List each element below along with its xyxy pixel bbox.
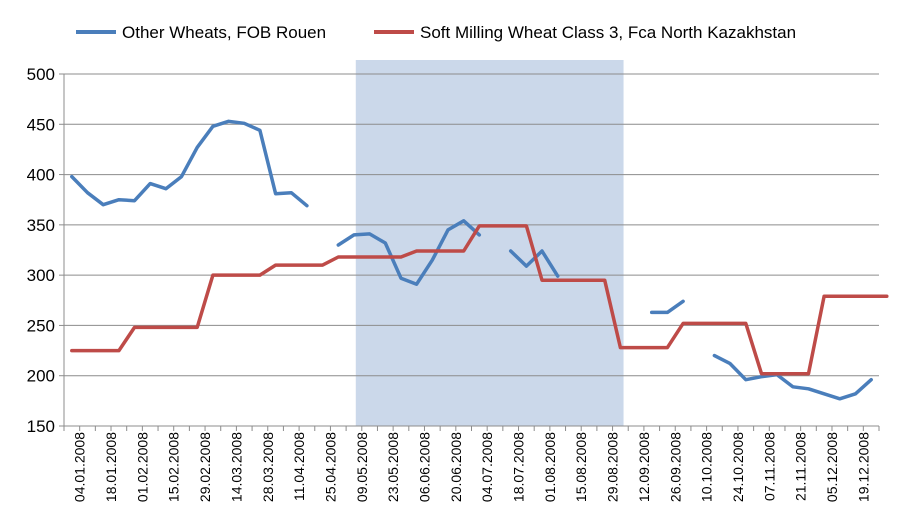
- legend: Other Wheats, FOB Rouen Soft Milling Whea…: [76, 23, 796, 42]
- series-line-segment: [70, 224, 889, 376]
- x-tick-label: 01.02.2008: [134, 432, 150, 502]
- x-tick-label: 25.04.2008: [322, 432, 338, 502]
- x-tick-label: 26.09.2008: [667, 432, 683, 502]
- x-tick-label: 24.10.2008: [730, 432, 746, 502]
- y-tick-label: 400: [27, 166, 55, 185]
- x-tick-label: 19.12.2008: [855, 432, 871, 502]
- axes: 150 200 250 300 350 400 450 500 04.01.2008 18.01.…: [27, 65, 880, 502]
- y-tick-label: 200: [27, 367, 55, 386]
- x-tick-label: 05.12.2008: [824, 432, 840, 502]
- series-line-segment: [336, 219, 482, 286]
- series-line-segment: [649, 299, 685, 315]
- series-2: [70, 224, 889, 376]
- x-tick-label: 20.06.2008: [448, 432, 464, 502]
- series-line-segment: [712, 353, 873, 401]
- x-tick-label: 09.05.2008: [354, 432, 370, 502]
- x-tick-label: 29.02.2008: [197, 432, 213, 502]
- x-tick-label: 11.04.2008: [291, 432, 307, 501]
- series-lines: [70, 119, 889, 401]
- legend-label: Other Wheats, FOB Rouen: [122, 23, 326, 42]
- gridlines: [64, 73, 879, 377]
- x-tick-label: 15.02.2008: [166, 432, 182, 502]
- y-tick-label: 150: [27, 417, 55, 436]
- x-tick-label: 14.03.2008: [228, 432, 244, 502]
- x-tick-label: 06.06.2008: [416, 432, 432, 502]
- x-tick-label: 10.10.2008: [699, 432, 715, 502]
- x-tick-label: 21.11.2008: [793, 432, 809, 501]
- x-tick-label: 15.08.2008: [573, 432, 589, 502]
- plot-highlight-band: [355, 60, 624, 426]
- y-tick-label: 450: [27, 115, 55, 134]
- y-tick-label: 500: [27, 65, 55, 84]
- y-tick-label: 350: [27, 216, 55, 235]
- x-tick-label: 01.08.2008: [542, 432, 558, 502]
- x-tick-label: 07.11.2008: [761, 432, 777, 501]
- x-tick-label: 18.07.2008: [511, 432, 527, 502]
- legend-label: Soft Milling Wheat Class 3, Fca North Ka…: [420, 23, 796, 42]
- x-tick-label: 04.07.2008: [479, 432, 495, 502]
- series-line-segment: [70, 119, 309, 208]
- x-tick-label: 28.03.2008: [260, 432, 276, 502]
- x-tick-label: 04.01.2008: [72, 432, 88, 502]
- x-tick-label: 29.08.2008: [605, 432, 621, 502]
- x-tick-label: 23.05.2008: [385, 432, 401, 502]
- y-tick-label: 250: [27, 316, 55, 335]
- x-tick-label: 18.01.2008: [103, 432, 119, 502]
- y-tick-label: 300: [27, 266, 55, 285]
- x-tick-label: 12.09.2008: [636, 432, 652, 502]
